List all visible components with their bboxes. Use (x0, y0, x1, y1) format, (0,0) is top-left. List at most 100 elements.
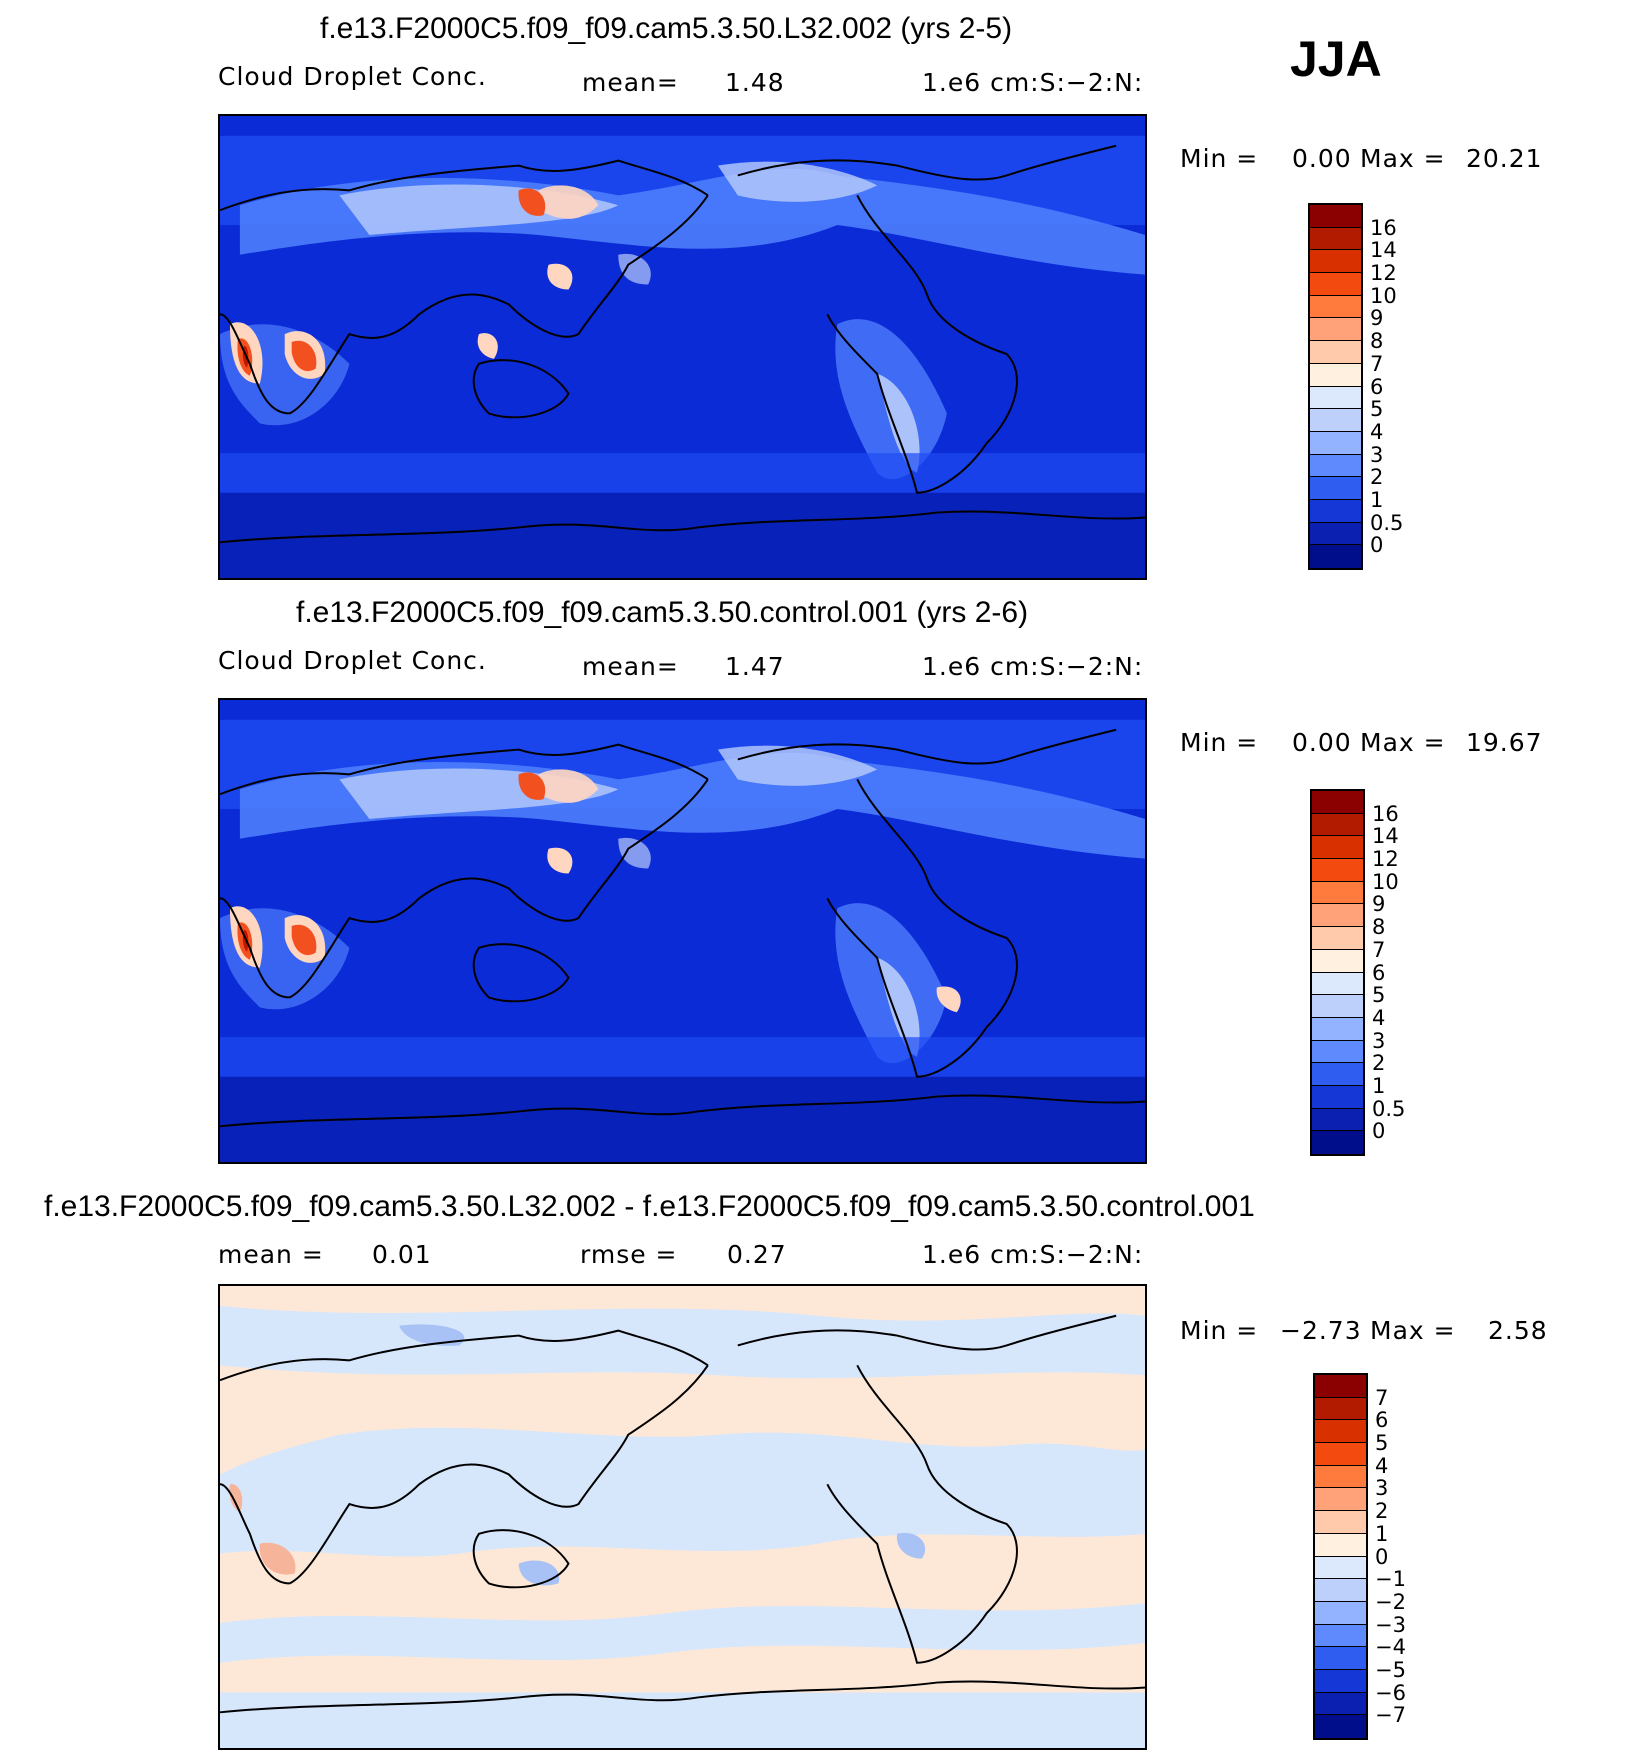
colorbar-swatch (1315, 1579, 1366, 1602)
colorbar-swatch (1315, 1420, 1366, 1444)
colorbar-label: −7 (1375, 1703, 1406, 1728)
panel-1-title: f.e13.F2000C5.f09_f09.cam5.3.50.L32.002 … (320, 12, 1013, 45)
colorbar-label: 14 (1372, 824, 1399, 849)
colorbar-label: 3 (1375, 1476, 1389, 1501)
colorbar-swatch (1315, 1375, 1366, 1398)
panel-3-min-value: −2.73 (1280, 1316, 1362, 1345)
colorbar-swatch (1312, 1017, 1363, 1041)
colorbar-label: 9 (1372, 892, 1386, 917)
colorbar-label: 7 (1375, 1385, 1389, 1410)
colorbar-label: 8 (1372, 915, 1386, 940)
panel-2-units: 1.e6 cm:S:−2:N: (922, 652, 1144, 681)
colorbar-swatch (1312, 836, 1363, 860)
colorbar-label: 16 (1372, 801, 1399, 826)
colorbar-label: 2 (1370, 465, 1384, 490)
panel-1-max-label: Max = (1360, 144, 1446, 173)
panel-1-variable: Cloud Droplet Conc. (218, 62, 487, 91)
colorbar-label: 2 (1372, 1051, 1386, 1076)
colorbar-swatch (1312, 1131, 1363, 1154)
colorbar-label: 12 (1370, 261, 1397, 286)
colorbar-label: 0.5 (1370, 510, 1404, 535)
colorbar-label: −3 (1375, 1612, 1406, 1637)
colorbar-swatch (1312, 995, 1363, 1018)
panel-3-rmse-value: 0.27 (727, 1240, 787, 1269)
colorbar-swatch (1312, 881, 1363, 905)
colorbar-label: 5 (1370, 397, 1384, 422)
panel-1-mean-label: mean= (582, 68, 679, 97)
colorbar-swatch (1310, 477, 1361, 500)
colorbar-swatch (1315, 1397, 1366, 1421)
colorbar-swatch (1312, 1085, 1363, 1109)
panel-3-units: 1.e6 cm:S:−2:N: (922, 1240, 1144, 1269)
colorbar-swatch (1310, 431, 1361, 455)
colorbar-label: −5 (1375, 1657, 1406, 1682)
colorbar-swatch (1310, 409, 1361, 432)
colorbar-label: 10 (1372, 869, 1399, 894)
colorbar-label: 8 (1370, 329, 1384, 354)
colorbar-label: 6 (1372, 960, 1386, 985)
colorbar-swatch (1310, 250, 1361, 274)
colorbar-swatch (1312, 904, 1363, 928)
colorbar-label: −4 (1375, 1635, 1406, 1660)
panel-3-max-value: 2.58 (1488, 1316, 1548, 1345)
colorbar-label: 2 (1375, 1499, 1389, 1524)
colorbar-swatch (1312, 1108, 1363, 1132)
colorbar-swatch (1310, 341, 1361, 364)
colorbar-label: 1 (1375, 1521, 1389, 1546)
colorbar-swatch (1315, 1511, 1366, 1534)
panel-2-max-value: 19.67 (1466, 728, 1543, 757)
colorbar-swatch (1315, 1488, 1366, 1512)
colorbar-swatch (1315, 1715, 1366, 1738)
colorbar-label: 7 (1370, 351, 1384, 376)
panel-1-colorbar (1308, 203, 1363, 570)
panel-2-map (218, 698, 1147, 1164)
colorbar-swatch (1315, 1465, 1366, 1489)
colorbar-label: 7 (1372, 937, 1386, 962)
colorbar-swatch (1312, 972, 1363, 996)
colorbar-label: 0 (1372, 1119, 1386, 1144)
colorbar-swatch (1315, 1624, 1366, 1648)
colorbar-swatch (1315, 1556, 1366, 1580)
colorbar-swatch (1310, 522, 1361, 546)
colorbar-swatch (1312, 949, 1363, 973)
colorbar-label: −2 (1375, 1589, 1406, 1614)
panel-1-max-value: 20.21 (1466, 144, 1543, 173)
panel-3-min-label: Min = (1180, 1316, 1259, 1345)
colorbar-swatch (1310, 386, 1361, 410)
colorbar-label: 4 (1370, 419, 1384, 444)
colorbar-label: 16 (1370, 215, 1397, 240)
colorbar-label: 0 (1370, 533, 1384, 558)
colorbar-label: −1 (1375, 1567, 1406, 1592)
colorbar-label: 10 (1370, 283, 1397, 308)
colorbar-label: 5 (1375, 1431, 1389, 1456)
colorbar-swatch (1310, 205, 1361, 228)
colorbar-swatch (1310, 499, 1361, 523)
panel-1-min-label: Min = (1180, 144, 1259, 173)
panel-2-min-value: 0.00 (1292, 728, 1352, 757)
panel-3-map-svg (220, 1286, 1145, 1748)
season-label: JJA (1290, 31, 1382, 87)
colorbar-swatch (1312, 859, 1363, 882)
colorbar-label: 0.5 (1372, 1096, 1406, 1121)
panel-2-mean-label: mean= (582, 652, 679, 681)
colorbar-label: 12 (1372, 847, 1399, 872)
panel-2-variable: Cloud Droplet Conc. (218, 646, 487, 675)
colorbar-label: 4 (1372, 1005, 1386, 1030)
colorbar-label: 5 (1372, 983, 1386, 1008)
colorbar-swatch (1310, 295, 1361, 319)
colorbar-swatch (1310, 363, 1361, 387)
colorbar-swatch (1315, 1533, 1366, 1557)
panel-1-min-value: 0.00 (1292, 144, 1352, 173)
colorbar-label: 1 (1370, 487, 1384, 512)
panel-1-mean-value: 1.48 (725, 68, 785, 97)
panel-2-title: f.e13.F2000C5.f09_f09.cam5.3.50.control.… (296, 596, 1029, 629)
colorbar-swatch (1310, 227, 1361, 251)
panel-2-min-label: Min = (1180, 728, 1259, 757)
panel-2-colorbar (1310, 789, 1365, 1156)
panel-3-max-label: Max = (1370, 1316, 1456, 1345)
colorbar-swatch (1310, 454, 1361, 478)
panel-3-colorbar (1313, 1373, 1368, 1740)
panel-3-title: f.e13.F2000C5.f09_f09.cam5.3.50.L32.002 … (44, 1190, 1255, 1223)
panel-2-map-svg (220, 700, 1145, 1162)
panel-3-mean-value: 0.01 (372, 1240, 432, 1269)
